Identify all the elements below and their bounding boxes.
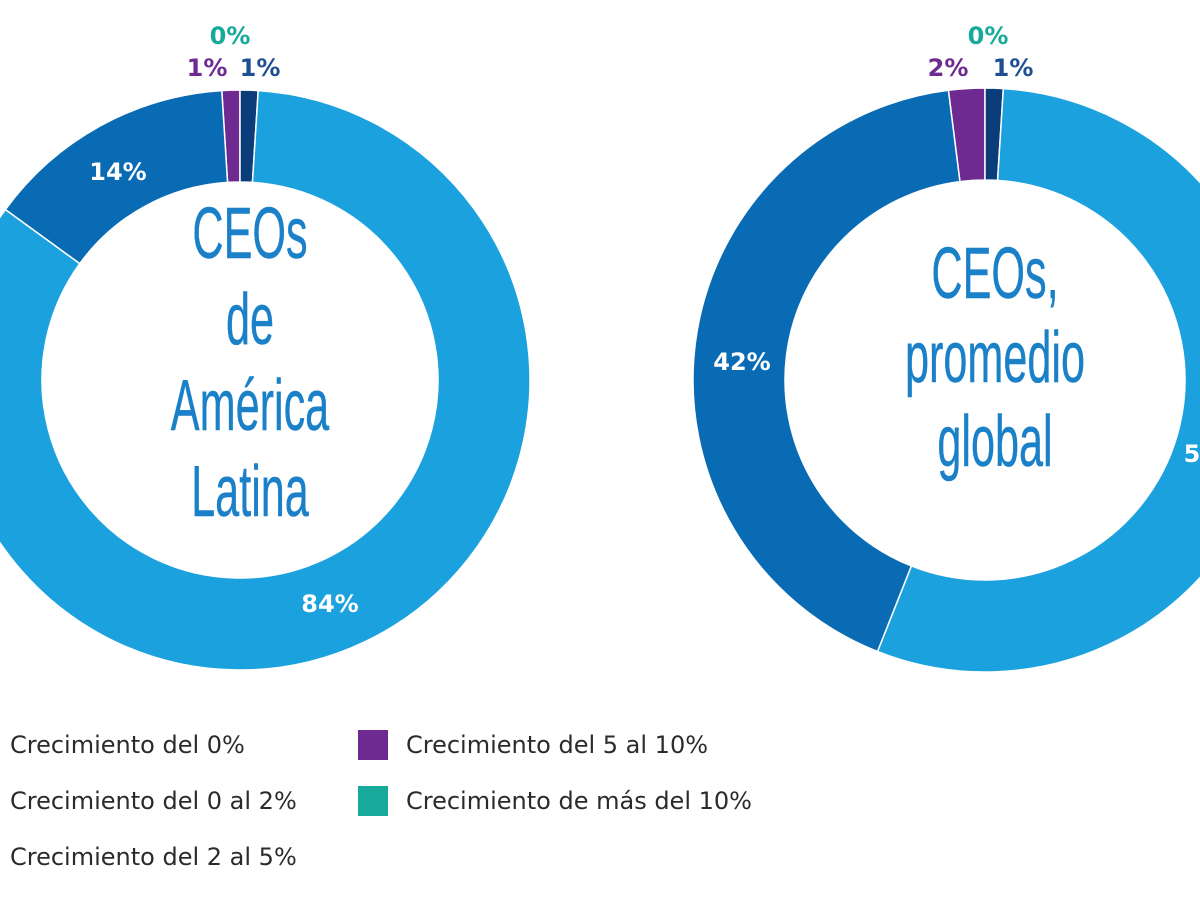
donut-center-label: global — [937, 401, 1052, 482]
legend-swatch — [358, 730, 388, 760]
donut-center-label: de — [226, 279, 274, 360]
legend-swatch — [358, 786, 388, 816]
donut-center-label: Latina — [191, 451, 309, 532]
legend-item-crecimiento-5-10: Crecimiento del 5 al 10% — [358, 730, 708, 760]
legend-item-crecimiento-0: Crecimiento del 0% — [0, 730, 245, 760]
donut-slice-crecimiento-del-0-al-2- — [692, 89, 961, 653]
legend-label: Crecimiento de más del 10% — [406, 787, 752, 815]
slice-value-label: 84% — [301, 590, 358, 618]
slice-value-label: 0% — [210, 22, 251, 50]
slice-value-label: 1% — [240, 54, 281, 82]
slice-value-label: 1% — [993, 54, 1034, 82]
slice-value-label: 5 — [1184, 440, 1200, 468]
legend-item-crecimiento-mas-10: Crecimiento de más del 10% — [358, 786, 752, 816]
slice-value-label: 2% — [928, 54, 969, 82]
legend-item-crecimiento-0-2: Crecimiento del 0 al 2% — [0, 786, 297, 816]
donut-slice-crecimiento-del-2-al-5- — [876, 87, 1200, 673]
slice-value-label: 0% — [968, 22, 1009, 50]
legend-item-crecimiento-2-5: Crecimiento del 2 al 5% — [0, 842, 297, 872]
donut-center-label: CEOs, — [931, 233, 1058, 314]
donut-center-label: promedio — [905, 317, 1085, 398]
donut-slice-crecimiento-del-0-al-2- — [4, 89, 229, 265]
slice-value-label: 42% — [713, 348, 770, 376]
legend-label: Crecimiento del 0 al 2% — [10, 787, 297, 815]
donut-center-label: América — [171, 365, 330, 446]
legend-label: Crecimiento del 5 al 10% — [406, 731, 709, 759]
legend-label: Crecimiento del 0% — [10, 731, 245, 759]
legend-label: Crecimiento del 2 al 5% — [10, 843, 297, 871]
donut-slice-crecimiento-del-2-al-5- — [0, 89, 531, 671]
donut-center-label: CEOs — [192, 193, 307, 274]
slice-value-label: 14% — [89, 158, 146, 186]
slice-value-label: 1% — [187, 54, 228, 82]
